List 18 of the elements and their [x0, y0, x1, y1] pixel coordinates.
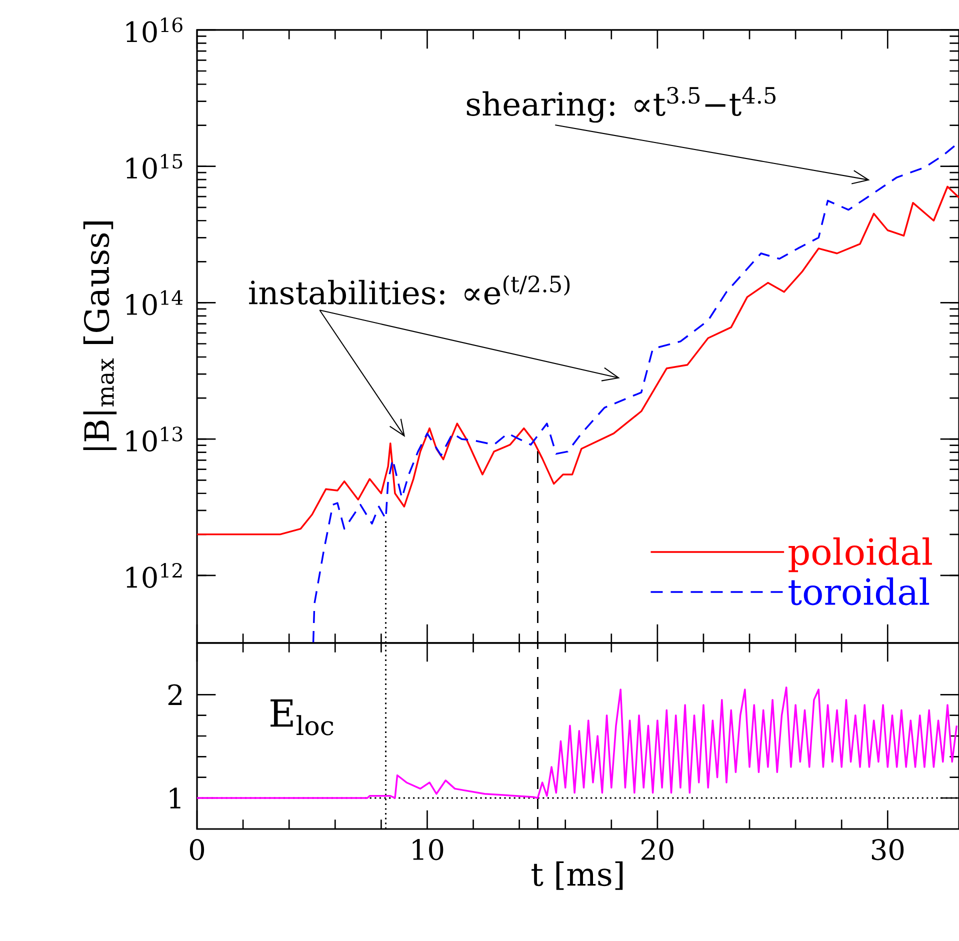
- y-tick-label: 2: [168, 684, 182, 706]
- annotation: E$_{loc}$: [270, 699, 334, 736]
- annotation: shearing: ∝t$^{3.5}$−t$^{4.5}$: [466, 86, 776, 123]
- legend-label: poloidal: [788, 537, 932, 572]
- x-tick-label: 30: [872, 839, 904, 860]
- y-tick-label: 1: [170, 788, 180, 808]
- x-axis-title: t [ms]: [532, 861, 623, 890]
- legend-label: toroidal: [788, 577, 930, 606]
- x-tick-label: 20: [642, 839, 674, 860]
- x-tick-label: 0: [190, 839, 204, 860]
- x-tick-label: 10: [412, 839, 444, 860]
- y-tick-label: 10$^{12}$: [126, 563, 182, 588]
- annotation: instabilities: ∝e$^{(t/2.5)}$: [249, 275, 570, 305]
- y-tick-label: 10$^{13}$: [126, 426, 182, 452]
- y-tick-label: 10$^{16}$: [126, 17, 182, 42]
- y-tick-label: 10$^{14}$: [126, 290, 183, 316]
- y-tick-label: 10$^{15}$: [126, 154, 182, 179]
- y-axis-title: |B|$_{max}$ [Gauss]: [83, 222, 117, 450]
